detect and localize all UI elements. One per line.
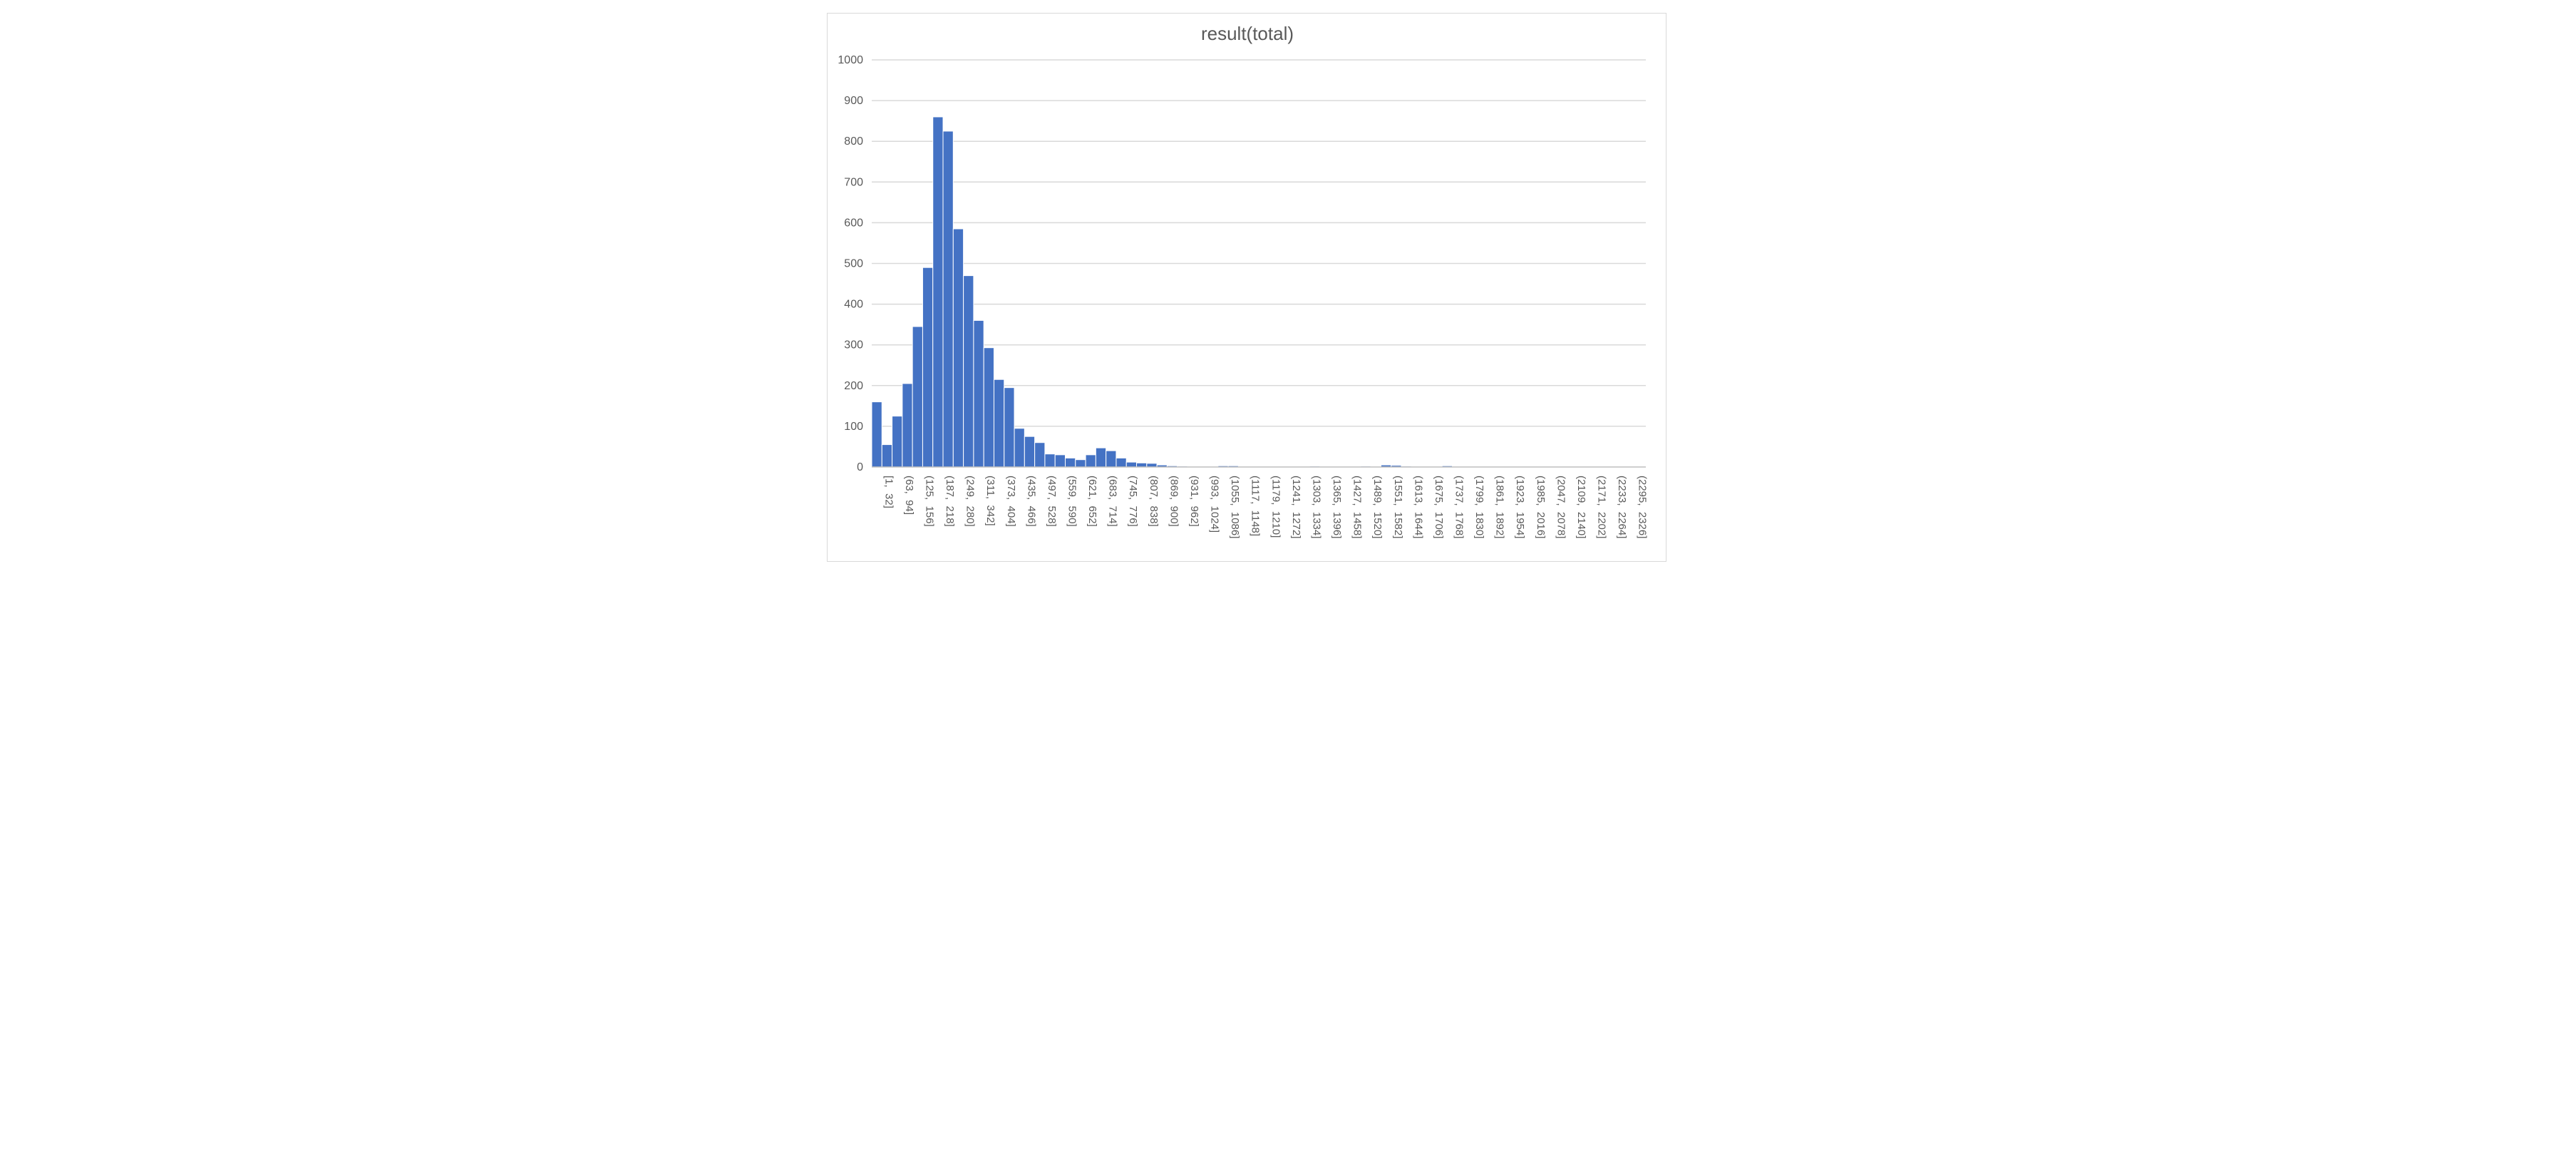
x-tick-label: (869, 900] bbox=[1168, 476, 1180, 527]
x-tick-label: (1985, 2016] bbox=[1535, 476, 1547, 538]
x-tick-label: (1427, 1458] bbox=[1351, 476, 1364, 538]
x-tick-label: (497, 528] bbox=[1046, 476, 1058, 527]
bars bbox=[871, 116, 1453, 468]
x-tick-label: (993, 1024] bbox=[1209, 476, 1221, 533]
x-tick-label: (1613, 1644] bbox=[1412, 476, 1424, 538]
x-tick-label: (125, 156] bbox=[923, 476, 935, 527]
histogram-bar bbox=[1095, 447, 1107, 468]
x-tick-label: (807, 838] bbox=[1148, 476, 1160, 527]
histogram-chart: result(total) 0 100 200 300 400 500 600 700 800 9… bbox=[838, 23, 1648, 538]
x-tick-label: (1861, 1892] bbox=[1494, 476, 1506, 538]
histogram-bar bbox=[1024, 436, 1036, 468]
x-tick-label: (2171, 2202] bbox=[1596, 476, 1608, 538]
x-tick-label: (1117, 1148] bbox=[1250, 476, 1262, 536]
x-tick-label: (1489, 1520] bbox=[1371, 476, 1384, 538]
x-tick-label: (1675, 1706] bbox=[1433, 476, 1445, 538]
histogram-bar bbox=[952, 228, 964, 468]
histogram-bar bbox=[1004, 387, 1015, 468]
x-tick-label: (249, 280] bbox=[964, 476, 977, 527]
x-tick-label: (931, 962] bbox=[1188, 476, 1200, 527]
x-tick-label: (1303, 1334] bbox=[1310, 476, 1322, 538]
x-tick-label: (683, 714] bbox=[1107, 476, 1119, 527]
x-tick-label: (1737, 1768] bbox=[1453, 476, 1465, 538]
y-tick-label: 100 bbox=[844, 421, 863, 433]
x-tick-label: (1365, 1396] bbox=[1331, 476, 1343, 538]
x-tick-label: (373, 404] bbox=[1005, 476, 1017, 527]
x-tick-label: (187, 218] bbox=[944, 476, 956, 527]
histogram-bar bbox=[1065, 457, 1076, 468]
x-tick-label: [1, 32] bbox=[882, 476, 895, 508]
histogram-bar bbox=[902, 383, 913, 468]
x-tick-label: (2047, 2078] bbox=[1555, 476, 1567, 538]
x-tick-label: (435, 466] bbox=[1025, 476, 1037, 527]
histogram-bar bbox=[963, 275, 974, 468]
histogram-bar bbox=[892, 416, 903, 468]
histogram-bar bbox=[932, 116, 944, 468]
x-axis-tick-labels: [1, 32] (63, 94] (125, 156] (187, 218] (249,… bbox=[882, 476, 1648, 538]
x-tick-label: (745, 776] bbox=[1127, 476, 1139, 527]
x-tick-label: (1241, 1272] bbox=[1290, 476, 1302, 538]
x-tick-label: (2233, 2264] bbox=[1616, 476, 1628, 538]
y-tick-label: 800 bbox=[844, 135, 863, 148]
y-tick-label: 700 bbox=[844, 176, 863, 188]
x-tick-label: (311, 342] bbox=[984, 476, 996, 526]
y-tick-label: 400 bbox=[844, 299, 863, 311]
x-tick-label: (1799, 1830] bbox=[1473, 476, 1485, 538]
y-tick-label: 0 bbox=[857, 461, 863, 473]
histogram-bar bbox=[922, 267, 934, 468]
y-tick-label: 500 bbox=[844, 258, 863, 270]
y-axis-tick-labels: 0 100 200 300 400 500 600 700 800 900 1000 bbox=[838, 54, 863, 473]
x-tick-label: (621, 652] bbox=[1086, 476, 1098, 527]
chart-frame: result(total) 0 100 200 300 400 500 600 700 800 9… bbox=[827, 13, 1666, 562]
histogram-bar bbox=[973, 319, 984, 468]
histogram-bar bbox=[871, 401, 882, 468]
histogram-bar bbox=[1146, 463, 1158, 468]
histogram-bar bbox=[1085, 454, 1096, 468]
histogram-bar bbox=[881, 444, 893, 468]
x-tick-label: (559, 590] bbox=[1066, 476, 1078, 527]
x-tick-label: (1179, 1210] bbox=[1269, 476, 1282, 538]
histogram-bar bbox=[1116, 457, 1127, 468]
x-tick-label: (2109, 2140] bbox=[1575, 476, 1587, 538]
histogram-bar bbox=[1054, 454, 1066, 468]
y-tick-label: 600 bbox=[844, 217, 863, 229]
histogram-bar bbox=[942, 130, 954, 468]
histogram-bar bbox=[1014, 428, 1025, 468]
histogram-bar bbox=[983, 347, 994, 468]
x-tick-label: (1055, 1086] bbox=[1229, 476, 1241, 538]
histogram-bar bbox=[1106, 450, 1117, 468]
y-tick-label: 200 bbox=[844, 380, 863, 392]
y-tick-label: 1000 bbox=[838, 54, 863, 66]
chart-title: result(total) bbox=[1201, 23, 1294, 44]
histogram-bar bbox=[912, 326, 923, 468]
x-tick-label: (2295, 2326] bbox=[1637, 476, 1649, 538]
histogram-bar bbox=[1075, 459, 1086, 468]
x-tick-label: (63, 94] bbox=[903, 476, 915, 515]
histogram-bar bbox=[1125, 461, 1138, 468]
y-tick-label: 300 bbox=[844, 339, 863, 351]
histogram-bar bbox=[1136, 462, 1148, 468]
x-tick-label: (1923, 1954] bbox=[1514, 476, 1526, 538]
x-tick-label: (1551, 1582] bbox=[1392, 476, 1404, 538]
histogram-bar bbox=[1044, 453, 1056, 468]
y-tick-label: 900 bbox=[844, 95, 863, 107]
histogram-bar bbox=[1034, 442, 1046, 468]
histogram-bar bbox=[993, 379, 1005, 468]
